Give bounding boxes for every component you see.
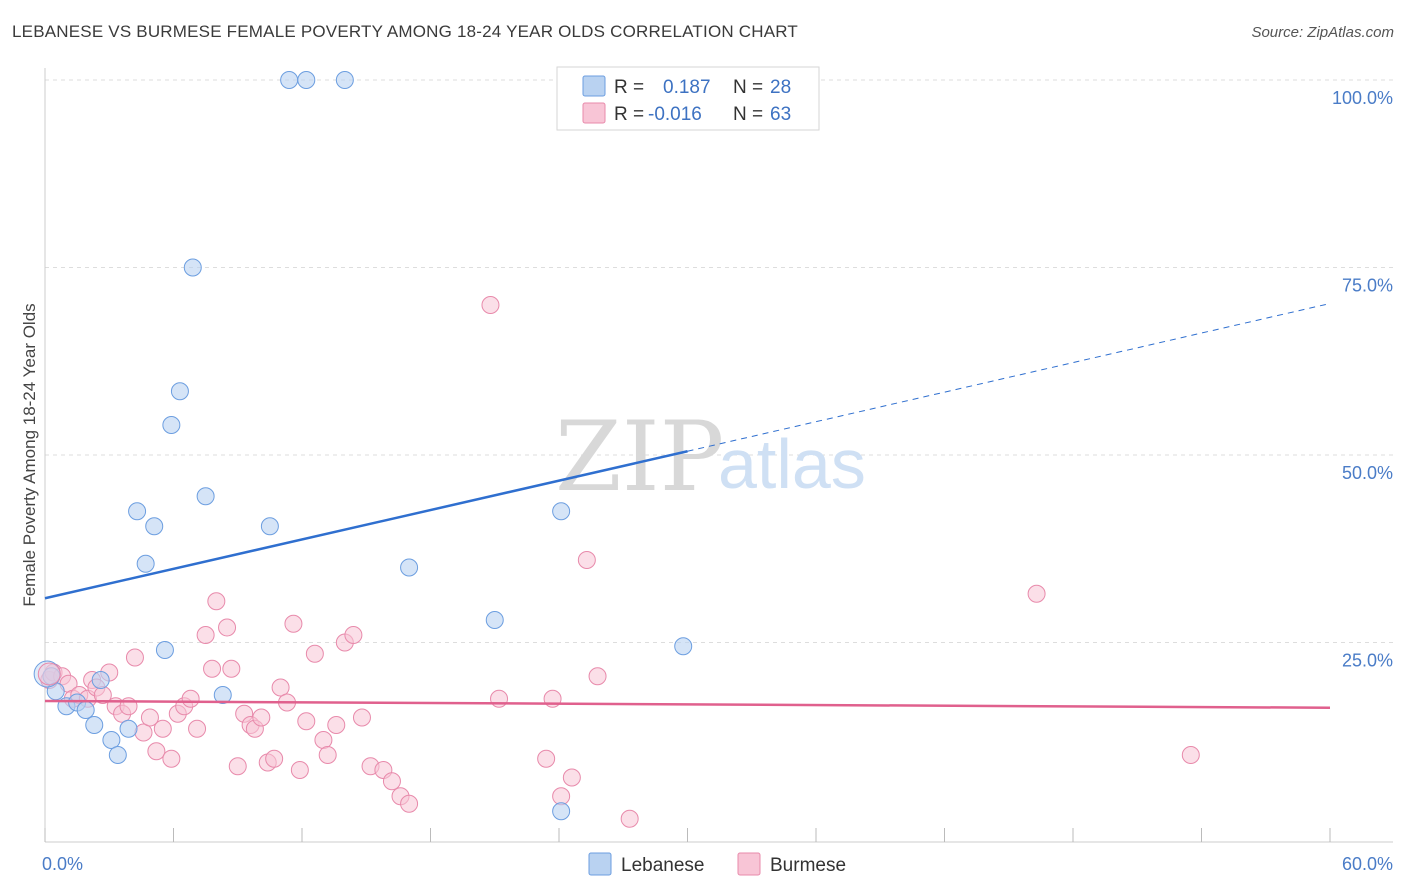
legend-n-label: N = bbox=[733, 104, 763, 125]
lebanese-point bbox=[85, 716, 104, 734]
burmese-point bbox=[153, 719, 172, 738]
bottom-legend-lebanese: Lebanese bbox=[621, 855, 704, 876]
legend-n-label: N = bbox=[733, 77, 763, 98]
burmese-point bbox=[537, 749, 556, 768]
burmese-point bbox=[125, 648, 144, 667]
legend-swatch-burmese bbox=[582, 102, 606, 124]
burmese-point bbox=[218, 618, 237, 637]
burmese-point bbox=[400, 794, 419, 813]
lebanese-point bbox=[280, 71, 299, 89]
burmese-point bbox=[140, 708, 159, 727]
burmese-point bbox=[37, 662, 61, 686]
burmese-point bbox=[290, 761, 309, 779]
burmese-point bbox=[196, 626, 215, 644]
burmese-point bbox=[265, 749, 284, 768]
burmese-point bbox=[203, 659, 222, 678]
legend-r-value: -0.016 bbox=[648, 104, 702, 125]
burmese-point bbox=[252, 708, 271, 727]
lebanese-point bbox=[128, 502, 147, 521]
trend-layer bbox=[44, 303, 1331, 709]
y-tick-label: 25.0% bbox=[1342, 651, 1393, 671]
legend-r-value: 0.187 bbox=[663, 77, 711, 98]
y-tick-label: 50.0% bbox=[1342, 463, 1393, 483]
legend-box: R = 0.187 N = 28 R = -0.016 N = 63 bbox=[556, 66, 820, 131]
lebanese-point bbox=[183, 258, 202, 277]
burmese-point bbox=[188, 719, 207, 738]
burmese-point bbox=[552, 787, 571, 806]
burmese-point bbox=[481, 296, 500, 314]
burmese-point bbox=[305, 644, 324, 663]
chart-title: LEBANESE VS BURMESE FEMALE POVERTY AMONG… bbox=[12, 22, 799, 41]
legend-n-value: 63 bbox=[770, 104, 791, 125]
burmese-point bbox=[490, 689, 509, 708]
chart-source: Source: ZipAtlas.com bbox=[1251, 24, 1394, 41]
bottom-legend-swatch-burmese bbox=[737, 852, 761, 876]
burmese-point bbox=[318, 746, 337, 764]
burmese-point bbox=[284, 614, 303, 633]
lebanese-point bbox=[297, 71, 316, 89]
lebanese-point bbox=[213, 686, 232, 704]
burmese-point bbox=[344, 626, 363, 644]
burmese-point bbox=[147, 742, 166, 761]
burmese-point bbox=[577, 551, 596, 569]
burmese-point bbox=[352, 708, 371, 727]
watermark-zip: ZIP bbox=[555, 401, 724, 513]
lebanese-point bbox=[136, 554, 155, 573]
lebanese-point bbox=[102, 731, 121, 749]
y-axis-label: Female Poverty Among 18-24 Year Olds bbox=[20, 303, 39, 606]
lebanese-point bbox=[119, 719, 138, 738]
lebanese-point bbox=[108, 746, 127, 764]
lebanese-point bbox=[552, 802, 571, 821]
bottom-legend: Lebanese Burmese bbox=[588, 852, 846, 876]
axis-layer bbox=[44, 68, 1393, 843]
burmese-point bbox=[620, 809, 639, 828]
lebanese-point bbox=[400, 558, 419, 577]
burmese-point bbox=[297, 712, 316, 731]
burmese-point bbox=[162, 749, 181, 768]
legend-r-label: R = bbox=[614, 77, 644, 98]
lebanese-point bbox=[145, 517, 164, 536]
lebanese-point bbox=[155, 641, 174, 659]
burmese-point bbox=[181, 689, 200, 708]
lebanese-point bbox=[485, 611, 504, 629]
x-tick-label: 0.0% bbox=[42, 854, 83, 874]
bottom-legend-swatch-lebanese bbox=[588, 852, 612, 876]
burmese-point bbox=[588, 667, 607, 686]
lebanese-point bbox=[335, 71, 354, 89]
burmese-point bbox=[314, 731, 333, 749]
x-tick-labels: 0.0% 60.0% bbox=[42, 854, 1393, 874]
legend-r-label: R = bbox=[614, 104, 644, 125]
burmese-point bbox=[1027, 584, 1046, 603]
burmese-point bbox=[228, 757, 247, 776]
burmese-point bbox=[134, 723, 153, 742]
lebanese-point bbox=[76, 701, 95, 719]
burmese-trend-line bbox=[44, 699, 1331, 709]
bottom-legend-burmese: Burmese bbox=[770, 855, 846, 876]
burmese-point bbox=[562, 768, 581, 787]
lebanese-point bbox=[260, 517, 279, 536]
burmese-point bbox=[1181, 746, 1200, 764]
watermark-atlas: atlas bbox=[718, 425, 866, 503]
lebanese-trend-line bbox=[44, 450, 688, 600]
lebanese-point bbox=[91, 671, 110, 689]
lebanese-point bbox=[162, 416, 181, 434]
y-tick-labels: 25.0% 50.0% 75.0% 100.0% bbox=[1332, 88, 1393, 671]
burmese-point bbox=[327, 716, 346, 734]
points-layer bbox=[33, 71, 1200, 828]
legend-swatch-lebanese bbox=[582, 75, 606, 97]
y-tick-label: 75.0% bbox=[1342, 276, 1393, 296]
lebanese-point bbox=[196, 487, 215, 506]
burmese-point bbox=[207, 592, 226, 611]
burmese-point bbox=[222, 659, 241, 678]
lebanese-point bbox=[674, 637, 693, 656]
burmese-point bbox=[382, 772, 401, 791]
legend-n-value: 28 bbox=[770, 77, 791, 98]
grid-layer bbox=[45, 79, 1393, 643]
burmese-point bbox=[271, 678, 290, 697]
lebanese-point bbox=[170, 382, 189, 401]
lebanese-point bbox=[552, 502, 571, 521]
x-tick-label: 60.0% bbox=[1342, 854, 1393, 874]
y-tick-label: 100.0% bbox=[1332, 88, 1393, 108]
